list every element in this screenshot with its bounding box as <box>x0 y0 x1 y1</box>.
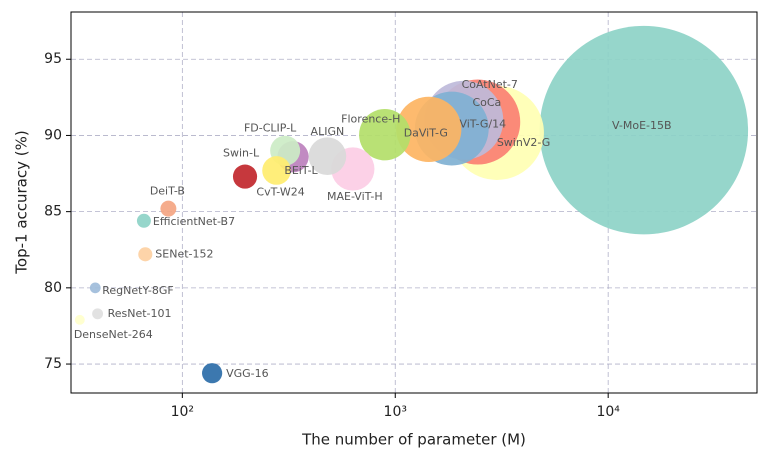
point-label: ViT-G/14 <box>459 118 506 131</box>
y-tick-label: 85 <box>44 204 62 220</box>
bubble <box>359 108 411 161</box>
bubble <box>396 96 462 162</box>
bubble <box>232 164 258 189</box>
point-label: SwinV2-G <box>497 136 550 149</box>
point-label: RegNetY-8GF <box>102 284 173 297</box>
y-tick-label: 75 <box>44 356 62 372</box>
bubble <box>539 25 749 235</box>
point-label: FD-CLIP-L <box>244 122 297 135</box>
point-label: V-MoE-15B <box>612 119 672 132</box>
y-tick-label: 80 <box>44 280 62 296</box>
y-tick-label: 90 <box>44 127 62 143</box>
point-label: Florence-H <box>341 113 400 126</box>
x-tick-label: 10² <box>171 404 194 420</box>
x-tick-label: 10³ <box>384 404 407 420</box>
bubble <box>74 314 85 325</box>
point-label: ALIGN <box>311 125 345 138</box>
bubble <box>92 308 104 320</box>
point-label: DeiT-B <box>150 185 185 198</box>
point-label: SENet-152 <box>155 247 213 260</box>
x-tick-label: 10⁴ <box>596 404 620 420</box>
bubble <box>202 363 223 384</box>
bubble <box>308 137 347 176</box>
plot-frame <box>70 11 758 394</box>
point-label: DenseNet-264 <box>74 328 153 341</box>
point-label: BEiT-L <box>284 164 318 177</box>
bubble <box>262 156 291 185</box>
point-label: ResNet-101 <box>108 307 172 320</box>
point-label: CoAtNet-7 <box>462 78 518 91</box>
point-label: CvT-W24 <box>256 185 304 198</box>
y-axis-title: Top-1 accuracy (%) <box>13 130 31 274</box>
point-label: VGG-16 <box>226 367 269 380</box>
point-label: DaViT-G <box>404 126 448 139</box>
bubble <box>89 282 101 294</box>
y-tick-label: 95 <box>44 51 62 67</box>
point-label: MAE-ViT-H <box>327 190 383 203</box>
point-label: EfficientNet-B7 <box>153 215 235 228</box>
x-axis-title: The number of parameter (M) <box>301 431 526 449</box>
bubble <box>138 247 153 262</box>
point-label: Swin-L <box>223 147 260 160</box>
bubble <box>136 213 151 228</box>
point-label: CoCa <box>472 96 501 109</box>
bubble <box>160 200 177 217</box>
